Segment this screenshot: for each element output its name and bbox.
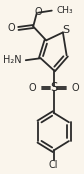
Text: Cl: Cl <box>49 160 58 170</box>
Text: S: S <box>50 81 57 94</box>
Text: H₂N: H₂N <box>3 55 22 65</box>
Text: O: O <box>7 23 15 33</box>
Text: O: O <box>71 83 79 93</box>
Text: S: S <box>62 25 69 35</box>
Text: O: O <box>34 7 42 17</box>
Text: CH₃: CH₃ <box>56 6 73 15</box>
Text: O: O <box>28 83 36 93</box>
